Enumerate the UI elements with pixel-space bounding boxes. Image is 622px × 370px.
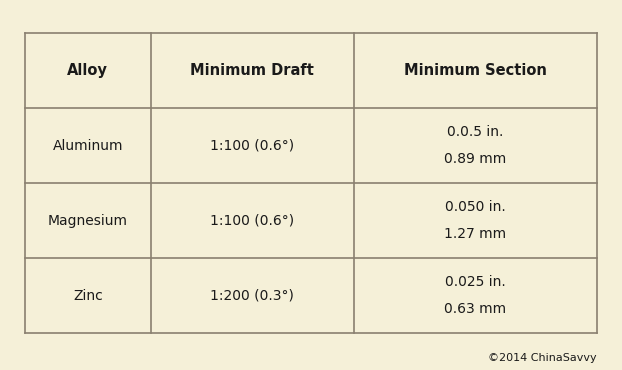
Text: 1.27 mm: 1.27 mm <box>445 227 506 241</box>
Bar <box>25 33 597 333</box>
Text: ©2014 ChinaSavvy: ©2014 ChinaSavvy <box>488 353 597 363</box>
Text: 0.63 mm: 0.63 mm <box>445 302 506 316</box>
Text: 0.025 in.: 0.025 in. <box>445 275 506 289</box>
Text: 0.0.5 in.: 0.0.5 in. <box>447 125 504 139</box>
Text: 1:100 (0.6°): 1:100 (0.6°) <box>210 213 294 228</box>
Text: Minimum Draft: Minimum Draft <box>190 63 314 78</box>
Text: Magnesium: Magnesium <box>48 213 128 228</box>
Text: 0.050 in.: 0.050 in. <box>445 200 506 214</box>
Text: Zinc: Zinc <box>73 289 103 303</box>
Text: Alloy: Alloy <box>67 63 108 78</box>
Text: 0.89 mm: 0.89 mm <box>444 152 507 166</box>
Text: 1:100 (0.6°): 1:100 (0.6°) <box>210 139 294 153</box>
Text: 1:200 (0.3°): 1:200 (0.3°) <box>210 289 294 303</box>
Text: Minimum Section: Minimum Section <box>404 63 547 78</box>
Text: Aluminum: Aluminum <box>53 139 123 153</box>
